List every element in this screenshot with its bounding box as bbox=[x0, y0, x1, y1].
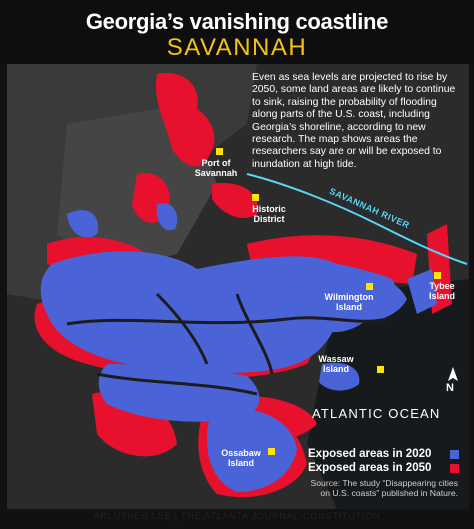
graphic-title: Georgia’s vanishing coastline bbox=[85, 9, 389, 34]
header: Georgia’s vanishing coastline SAVANNAH bbox=[0, 0, 474, 64]
ocean-label: ATLANTIC OCEAN bbox=[312, 406, 441, 421]
wilmington-label-line2: Island bbox=[335, 302, 362, 312]
port-label-line1: Port of bbox=[201, 158, 231, 168]
tidal-channels bbox=[66, 292, 388, 396]
ossabaw-label-line1: Ossabaw bbox=[221, 448, 261, 458]
historic-label-line1: Historic bbox=[252, 204, 286, 214]
source-note: Source: The study “Disappearing cities o… bbox=[310, 478, 458, 498]
wilmington-marker bbox=[366, 283, 373, 290]
legend-swatch-2020 bbox=[450, 449, 459, 459]
legend-swatch-2050 bbox=[450, 463, 459, 473]
map-layer bbox=[7, 64, 469, 509]
historic-label: Historic District bbox=[244, 204, 294, 224]
wassaw-label-line1: Wassaw bbox=[318, 354, 354, 364]
wassaw-marker bbox=[377, 366, 384, 373]
wassaw-label-line2: Island bbox=[322, 364, 349, 374]
satellite-map bbox=[7, 64, 469, 509]
legend-label-2020: Exposed areas in 2020 bbox=[308, 448, 432, 460]
historic-label-line2: District bbox=[253, 214, 285, 224]
north-arrow-icon bbox=[448, 367, 458, 381]
tybee-marker bbox=[434, 272, 441, 279]
legend-item-2020: Exposed areas in 2020 bbox=[308, 447, 459, 461]
ocean-area bbox=[307, 279, 469, 509]
port-marker bbox=[216, 148, 223, 155]
port-label-line2: Savannah bbox=[194, 168, 238, 178]
ossabaw-label: Ossabaw Island bbox=[216, 448, 266, 468]
wilmington-label: Wilmington Island bbox=[314, 292, 384, 312]
credit-line: ARLUTHER LEE | THE ATLANTA JOURNAL-CONST… bbox=[93, 511, 381, 521]
exposure-2020-layer bbox=[40, 203, 437, 492]
wilmington-label-line1: Wilmington bbox=[324, 292, 374, 302]
port-label: Port of Savannah bbox=[186, 158, 246, 178]
historic-marker bbox=[252, 194, 259, 201]
wassaw-label: Wassaw Island bbox=[306, 354, 366, 374]
graphic-subtitle: SAVANNAH bbox=[166, 34, 308, 61]
legend-item-2050: Exposed areas in 2050 bbox=[308, 461, 459, 475]
savannah-river bbox=[246, 173, 468, 265]
tybee-label-line1: Tybee bbox=[429, 281, 455, 291]
tybee-label: Tybee Island bbox=[418, 281, 466, 301]
ossabaw-marker bbox=[268, 448, 275, 455]
legend-label-2050: Exposed areas in 2050 bbox=[308, 462, 432, 474]
ossabaw-label-line2: Island bbox=[227, 458, 254, 468]
intro-text: Even as sea levels are projected to rise… bbox=[252, 72, 456, 170]
tybee-label-line2: Island bbox=[428, 291, 455, 301]
north-label: N bbox=[446, 382, 454, 394]
